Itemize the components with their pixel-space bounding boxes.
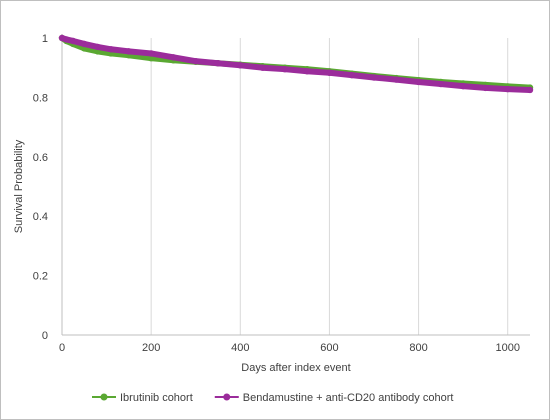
- data-point: [437, 80, 445, 88]
- data-point: [107, 46, 115, 53]
- legend-swatch-marker: [223, 393, 231, 401]
- y-tick-label: 0: [42, 330, 48, 342]
- x-tick-label: 400: [231, 342, 249, 354]
- series-line: [59, 35, 533, 91]
- x-tick-label: 200: [142, 342, 160, 354]
- x-tick-label: 800: [409, 342, 427, 354]
- legend-swatch-marker: [100, 393, 108, 401]
- data-point: [482, 84, 489, 92]
- x-tick-label: 600: [320, 342, 338, 354]
- series-ibrutinib: [58, 34, 534, 91]
- tick-labels: 0 200 400 600 800 1000 0 0.2 0.4 0.6 0.8 1: [33, 33, 520, 354]
- legend-label: Ibrutinib cohort: [120, 392, 193, 404]
- data-point: [94, 43, 101, 51]
- y-tick-label: 1: [42, 33, 48, 45]
- legend: Ibrutinib cohort Bendamustine + anti-CD20…: [92, 392, 453, 404]
- legend-item: Ibrutinib cohort: [92, 392, 193, 404]
- data-point: [370, 74, 378, 81]
- y-axis-label: Survival Probability: [13, 139, 25, 233]
- data-point: [348, 71, 355, 79]
- data-point: [303, 68, 311, 75]
- x-axis-label: Days after index event: [241, 362, 350, 374]
- x-tick-label: 0: [59, 342, 65, 354]
- data-point: [170, 54, 177, 61]
- data-point: [259, 64, 266, 71]
- data-point: [147, 50, 155, 57]
- y-tick-label: 0.4: [33, 211, 48, 223]
- legend-item: Bendamustine + anti-CD20 antibody cohort: [214, 392, 454, 404]
- series-bendamustine: [58, 34, 534, 94]
- data-point: [237, 62, 244, 69]
- data-point: [526, 86, 534, 94]
- data-point: [63, 36, 70, 43]
- data-point: [415, 78, 422, 86]
- data-point: [504, 85, 511, 93]
- legend-label: Bendamustine + anti-CD20 antibody cohort: [243, 392, 454, 404]
- data-point: [69, 37, 77, 45]
- data-point: [326, 69, 333, 76]
- data-point: [214, 60, 222, 67]
- data-point: [192, 57, 199, 65]
- series-layer: [58, 34, 534, 94]
- data-point: [81, 40, 88, 48]
- axes: [61, 34, 530, 336]
- data-point: [281, 65, 289, 73]
- x-tick-label: 1000: [495, 342, 519, 354]
- data-point: [393, 76, 400, 83]
- data-point: [459, 82, 467, 90]
- y-tick-label: 0.2: [33, 271, 48, 283]
- y-tick-label: 0.6: [33, 152, 48, 164]
- y-tick-label: 0.8: [33, 92, 48, 104]
- data-point: [125, 48, 133, 55]
